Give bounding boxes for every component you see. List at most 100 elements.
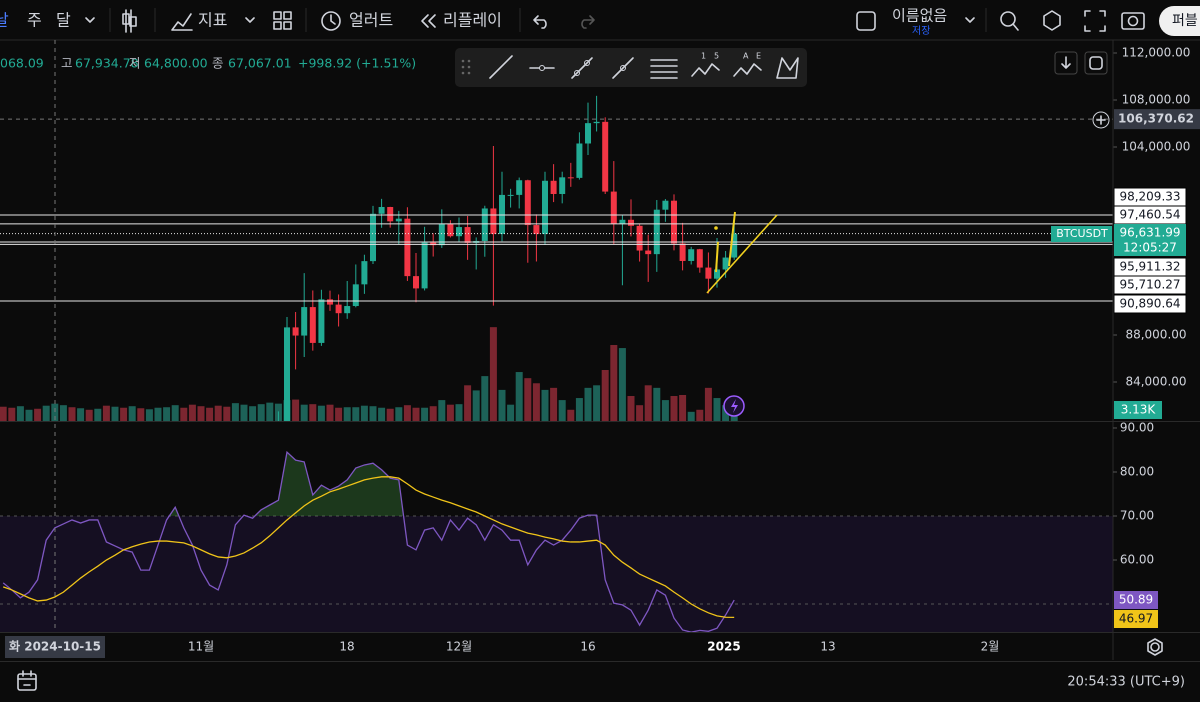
y-tick-label: 90.00: [1120, 420, 1154, 434]
candle-icon[interactable]: [122, 9, 137, 33]
alert-button[interactable]: 얼러트: [349, 11, 393, 30]
candle-body: [370, 213, 376, 262]
volume-bar: [610, 345, 618, 421]
crosshair-date-box: [5, 636, 105, 658]
symbol-box: [1051, 226, 1112, 242]
candle-body: [550, 180, 557, 194]
axis-settings-icon[interactable]: [1147, 638, 1163, 656]
candle-body: [559, 177, 566, 194]
chevron[interactable]: [245, 17, 255, 23]
publish-button[interactable]: [1159, 6, 1200, 36]
x-tick-label: 12월: [446, 640, 472, 654]
volume-bar: [515, 372, 523, 421]
replay-icon[interactable]: [421, 14, 436, 28]
volume-bar: [180, 407, 188, 421]
volume-bar: [421, 407, 429, 421]
indicators-button[interactable]: 지표: [198, 11, 227, 30]
candle-body: [352, 284, 359, 307]
volume-bar: [481, 376, 489, 421]
volume-bar: [300, 404, 308, 421]
y-tick-label: 70.00: [1120, 508, 1154, 522]
rsi-band: [0, 515, 1113, 632]
volume-bar: [696, 409, 704, 421]
date-range-icon[interactable]: [17, 670, 37, 691]
snapshot-icon[interactable]: [1121, 12, 1145, 30]
maximize-button[interactable]: [1084, 51, 1108, 75]
candle-body: [636, 225, 643, 251]
interval-week[interactable]: 주: [27, 11, 42, 30]
publish-label[interactable]: 퍼블: [1172, 13, 1198, 29]
brush-drawing[interactable]: [715, 211, 736, 273]
y-tick-label: 108,000.00: [1122, 92, 1191, 106]
hline-tool-dot: [539, 65, 545, 71]
price-line-label: 98,209.33: [1119, 190, 1180, 204]
x-tick-label: 2월: [981, 640, 1000, 654]
volume-bar: [128, 406, 136, 421]
legend-low-label: 저: [129, 56, 141, 71]
alert-icon[interactable]: [321, 11, 341, 31]
replay-button[interactable]: 리플레이: [443, 11, 502, 30]
layout-name[interactable]: 이름없음: [892, 7, 947, 25]
fib-tool[interactable]: [650, 59, 678, 79]
volume-bar: [636, 405, 644, 421]
chevron[interactable]: [85, 17, 95, 23]
candle-body: [421, 242, 428, 289]
rsi-value-box: [1114, 610, 1158, 628]
pattern-tool[interactable]: [776, 57, 799, 79]
volume-bar: [644, 385, 652, 421]
scroll-button[interactable]: [1054, 51, 1078, 75]
redo-icon[interactable]: [581, 15, 595, 29]
interval-day[interactable]: 날: [0, 11, 9, 30]
settings-icon[interactable]: [1043, 10, 1061, 31]
volume-bar: [240, 404, 248, 421]
volume-bar: [85, 409, 93, 421]
candle-body: [395, 218, 402, 222]
candle-body: [516, 180, 523, 195]
candle-body: [722, 257, 729, 270]
fullscreen-icon[interactable]: [1084, 10, 1106, 32]
trend-line-drawing[interactable]: [706, 214, 778, 294]
legend-close: 67,067.01: [228, 56, 292, 71]
layout-checkbox[interactable]: [856, 11, 876, 31]
undo-icon[interactable]: [533, 15, 547, 29]
icon-label: A: [743, 52, 749, 61]
x-tick-label: 11월: [188, 640, 214, 654]
candle-body: [679, 243, 686, 261]
add-button[interactable]: [1092, 111, 1110, 129]
elliott-correction-tool[interactable]: [733, 63, 762, 77]
candle-body: [731, 233, 738, 258]
volume-bar: [532, 383, 540, 421]
candle-body: [456, 227, 462, 237]
interval-month[interactable]: 달: [56, 11, 71, 30]
candle-body: [653, 209, 660, 255]
y-tick-label: 88,000.00: [1125, 327, 1186, 341]
candle-body: [335, 304, 342, 314]
volume-bar: [0, 406, 7, 421]
indicator-icon[interactable]: [171, 13, 193, 31]
x-tick-label: 16: [580, 640, 595, 654]
plus-icon: [1096, 115, 1106, 125]
price-line-label: 95,911.32: [1119, 260, 1180, 274]
volume-bar: [163, 407, 171, 421]
price-line-box: [1113, 294, 1187, 314]
volume-bar: [661, 400, 669, 421]
save-status[interactable]: 저장: [912, 25, 930, 37]
volume-bar: [249, 406, 257, 421]
layout-icon[interactable]: [273, 11, 292, 30]
volume-bar: [403, 405, 411, 421]
candle-body: [327, 299, 333, 305]
volume-indicator-badge[interactable]: [723, 395, 745, 417]
quick-search-icon[interactable]: [1000, 11, 1019, 31]
volume-bar: [51, 403, 59, 421]
drag-handle[interactable]: [461, 59, 471, 75]
chevron[interactable]: [965, 17, 975, 23]
elliott-impulse-tool[interactable]: [691, 63, 720, 77]
candle-body: [499, 194, 505, 235]
volume-bar: [378, 407, 386, 421]
volume-bar: [627, 396, 635, 421]
candle-body: [705, 267, 712, 279]
extended-tool[interactable]: [612, 57, 634, 79]
trendline-tool[interactable]: [489, 55, 513, 79]
volume-bar: [188, 404, 196, 421]
volume-bar: [206, 407, 214, 421]
